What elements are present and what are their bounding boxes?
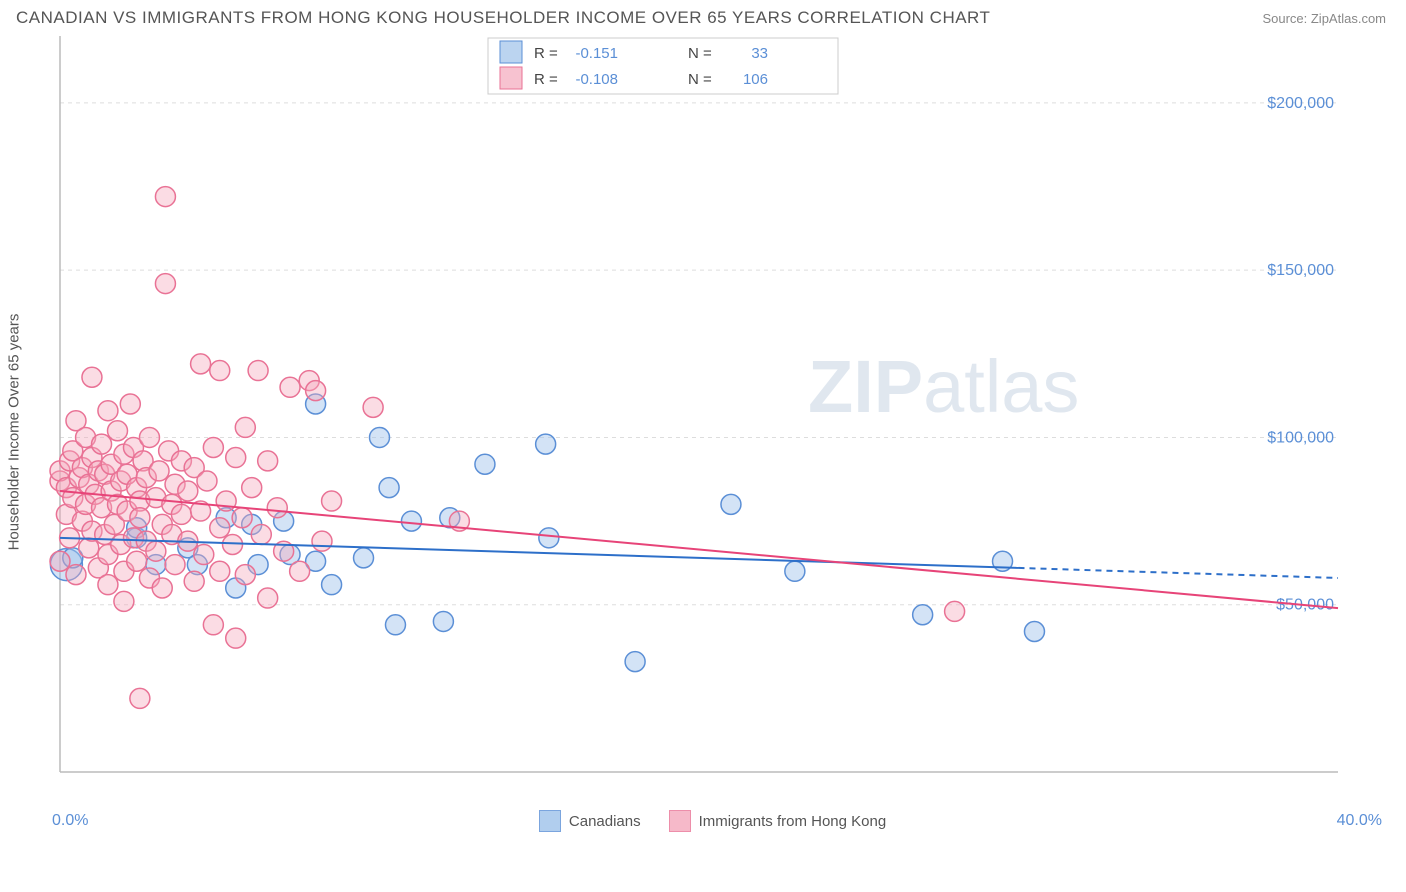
source-label: Source: ZipAtlas.com	[1262, 11, 1386, 26]
svg-text:-0.108: -0.108	[575, 71, 618, 88]
svg-text:-0.151: -0.151	[575, 45, 618, 62]
svg-text:ZIPatlas: ZIPatlas	[808, 345, 1079, 428]
legend-item-hongkong: Immigrants from Hong Kong	[669, 810, 887, 832]
y-axis-label: Householder Income Over 65 years	[6, 314, 23, 551]
svg-text:R =: R =	[534, 45, 558, 62]
chart-container: Householder Income Over 65 years $50,000…	[48, 32, 1386, 832]
swatch-canadians-icon	[539, 810, 561, 832]
legend-item-canadians: Canadians	[539, 810, 641, 832]
chart-title: CANADIAN VS IMMIGRANTS FROM HONG KONG HO…	[16, 8, 990, 28]
x-tick-max: 40.0%	[1337, 812, 1382, 830]
scatter-chart: $50,000$100,000$150,000$200,000ZIPatlasR…	[48, 32, 1368, 802]
legend-label-hongkong: Immigrants from Hong Kong	[699, 813, 887, 830]
svg-text:N =: N =	[688, 71, 712, 88]
svg-text:$100,000: $100,000	[1267, 429, 1334, 446]
x-tick-min: 0.0%	[52, 812, 88, 830]
svg-text:$150,000: $150,000	[1267, 262, 1334, 279]
bottom-legend: 0.0% Canadians Immigrants from Hong Kong…	[48, 810, 1386, 832]
svg-text:33: 33	[751, 45, 768, 62]
svg-text:106: 106	[743, 71, 768, 88]
legend-label-canadians: Canadians	[569, 813, 641, 830]
swatch-hongkong-icon	[669, 810, 691, 832]
svg-text:N =: N =	[688, 45, 712, 62]
svg-text:$200,000: $200,000	[1267, 95, 1334, 112]
svg-text:R =: R =	[534, 71, 558, 88]
